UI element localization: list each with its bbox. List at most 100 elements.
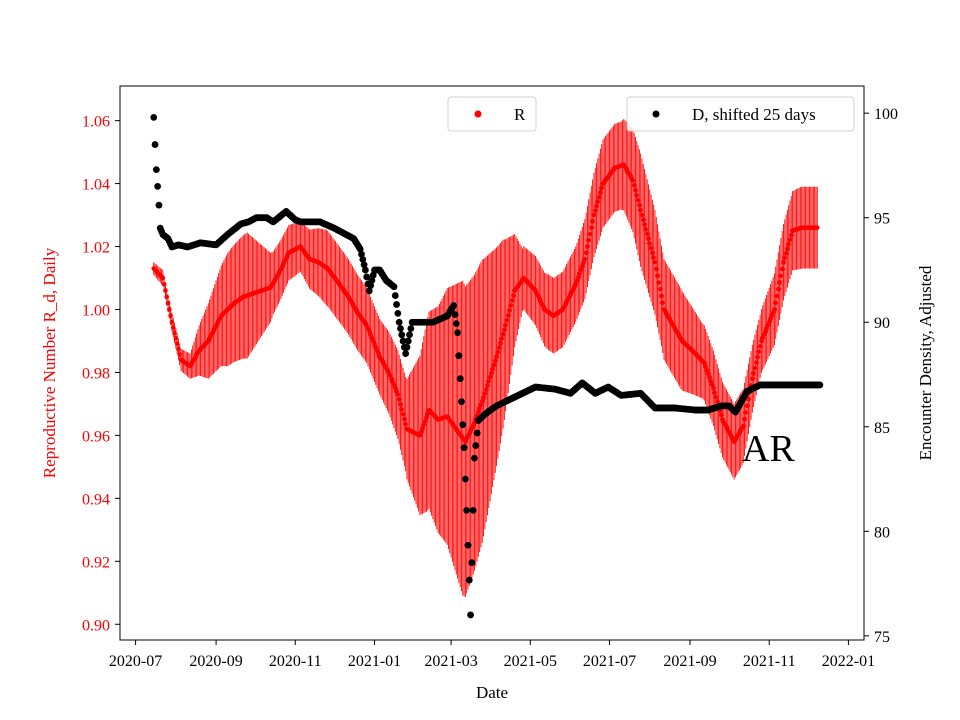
r-point: [634, 192, 640, 198]
plot-area: [150, 113, 824, 619]
y-axis-left-label: Reproductive Number R_d, Daily: [40, 247, 59, 478]
r-point: [703, 364, 708, 369]
r-point: [657, 286, 663, 292]
r-point: [707, 375, 712, 380]
r-point: [708, 378, 714, 384]
r-series: [151, 162, 820, 444]
r-point: [499, 336, 505, 342]
r-point: [167, 307, 172, 312]
r-point: [648, 245, 654, 251]
d-point: [464, 541, 472, 549]
r-point: [633, 188, 638, 193]
r-point: [573, 282, 579, 287]
r-point: [659, 293, 664, 299]
d-point: [356, 245, 364, 253]
r-point: [481, 395, 486, 400]
d-point: [399, 337, 407, 345]
r-point: [643, 226, 649, 232]
d-point: [451, 311, 459, 318]
y-left-tick-label: 1.06: [82, 114, 110, 131]
r-point: [635, 197, 641, 203]
x-tick-label: 2021-05: [504, 653, 557, 670]
r-point: [400, 411, 406, 417]
d-point: [150, 113, 158, 121]
r-point: [500, 331, 506, 337]
r-point: [638, 207, 643, 213]
d-point: [362, 266, 369, 274]
y-right-tick-label: 90: [874, 315, 890, 332]
y-axis-right-label: Encounter Density, Adjusted: [916, 265, 935, 460]
x-tick-label: 2021-03: [424, 653, 477, 670]
r-point: [422, 418, 428, 424]
r-point: [778, 273, 784, 279]
r-point: [165, 300, 171, 306]
r-point: [486, 378, 492, 384]
r-point: [489, 370, 494, 376]
r-point: [420, 425, 425, 431]
r-point: [776, 286, 781, 292]
r-point: [502, 327, 507, 333]
y-left-tick-label: 0.96: [82, 428, 110, 445]
d-point: [397, 325, 404, 332]
r-point: [176, 346, 181, 352]
r-point: [505, 313, 511, 318]
d-point: [398, 331, 406, 339]
r-point: [579, 264, 585, 269]
r-point: [640, 217, 646, 223]
r-point: [752, 365, 758, 371]
y-left-tick-label: 0.90: [82, 617, 110, 634]
r-point: [787, 237, 793, 243]
d-point: [368, 277, 376, 284]
r-point: [773, 300, 779, 306]
r-point: [586, 237, 592, 243]
d-point: [469, 506, 477, 514]
d-point: [404, 337, 412, 345]
r-point: [168, 313, 173, 319]
d-point: [394, 309, 402, 317]
r-point: [705, 371, 711, 377]
r-point: [744, 403, 750, 409]
r-point: [644, 231, 650, 237]
r-point: [574, 278, 580, 284]
r-point: [781, 259, 786, 265]
d-point: [455, 352, 463, 360]
r-point: [594, 203, 599, 209]
r-point: [581, 260, 586, 266]
y-axis-left: 0.90 0.92 0.94 0.96 0.98 1.00 1.02 1.04 1.06: [82, 114, 120, 634]
r-point: [479, 398, 485, 404]
legend-r-marker: [474, 110, 482, 118]
x-tick-label: 2020-09: [189, 653, 242, 670]
y-axis-right: 75 80 85 90 95 100: [864, 106, 898, 646]
d-point: [459, 421, 467, 429]
r-point: [418, 429, 424, 435]
r-point: [491, 362, 497, 368]
d-point: [360, 261, 368, 269]
r-point: [756, 349, 762, 355]
r-point: [757, 344, 763, 349]
r-point: [403, 421, 408, 427]
d-point: [395, 318, 403, 326]
d-series: [150, 113, 824, 619]
d-point: [363, 273, 371, 281]
y-right-tick-label: 95: [874, 211, 890, 228]
y-left-tick-label: 1.04: [82, 177, 110, 194]
d-point: [460, 444, 468, 452]
r-point: [591, 212, 597, 218]
legend-r-label: R: [514, 105, 526, 124]
r-point: [577, 271, 582, 276]
r-point: [814, 225, 820, 230]
r-point: [651, 255, 656, 260]
legend-d: D, shifted 25 days: [626, 96, 855, 132]
r-point: [782, 255, 788, 261]
r-point: [424, 415, 429, 420]
x-tick-label: 2022-01: [822, 653, 875, 670]
d-point: [473, 429, 481, 437]
r-point: [786, 241, 791, 247]
r-point: [755, 354, 760, 360]
r-point: [592, 208, 598, 213]
r-point: [718, 412, 724, 418]
r-point: [169, 319, 175, 325]
r-point: [660, 300, 666, 306]
x-tick-label: 2021-01: [348, 653, 401, 670]
r-point: [576, 274, 581, 280]
